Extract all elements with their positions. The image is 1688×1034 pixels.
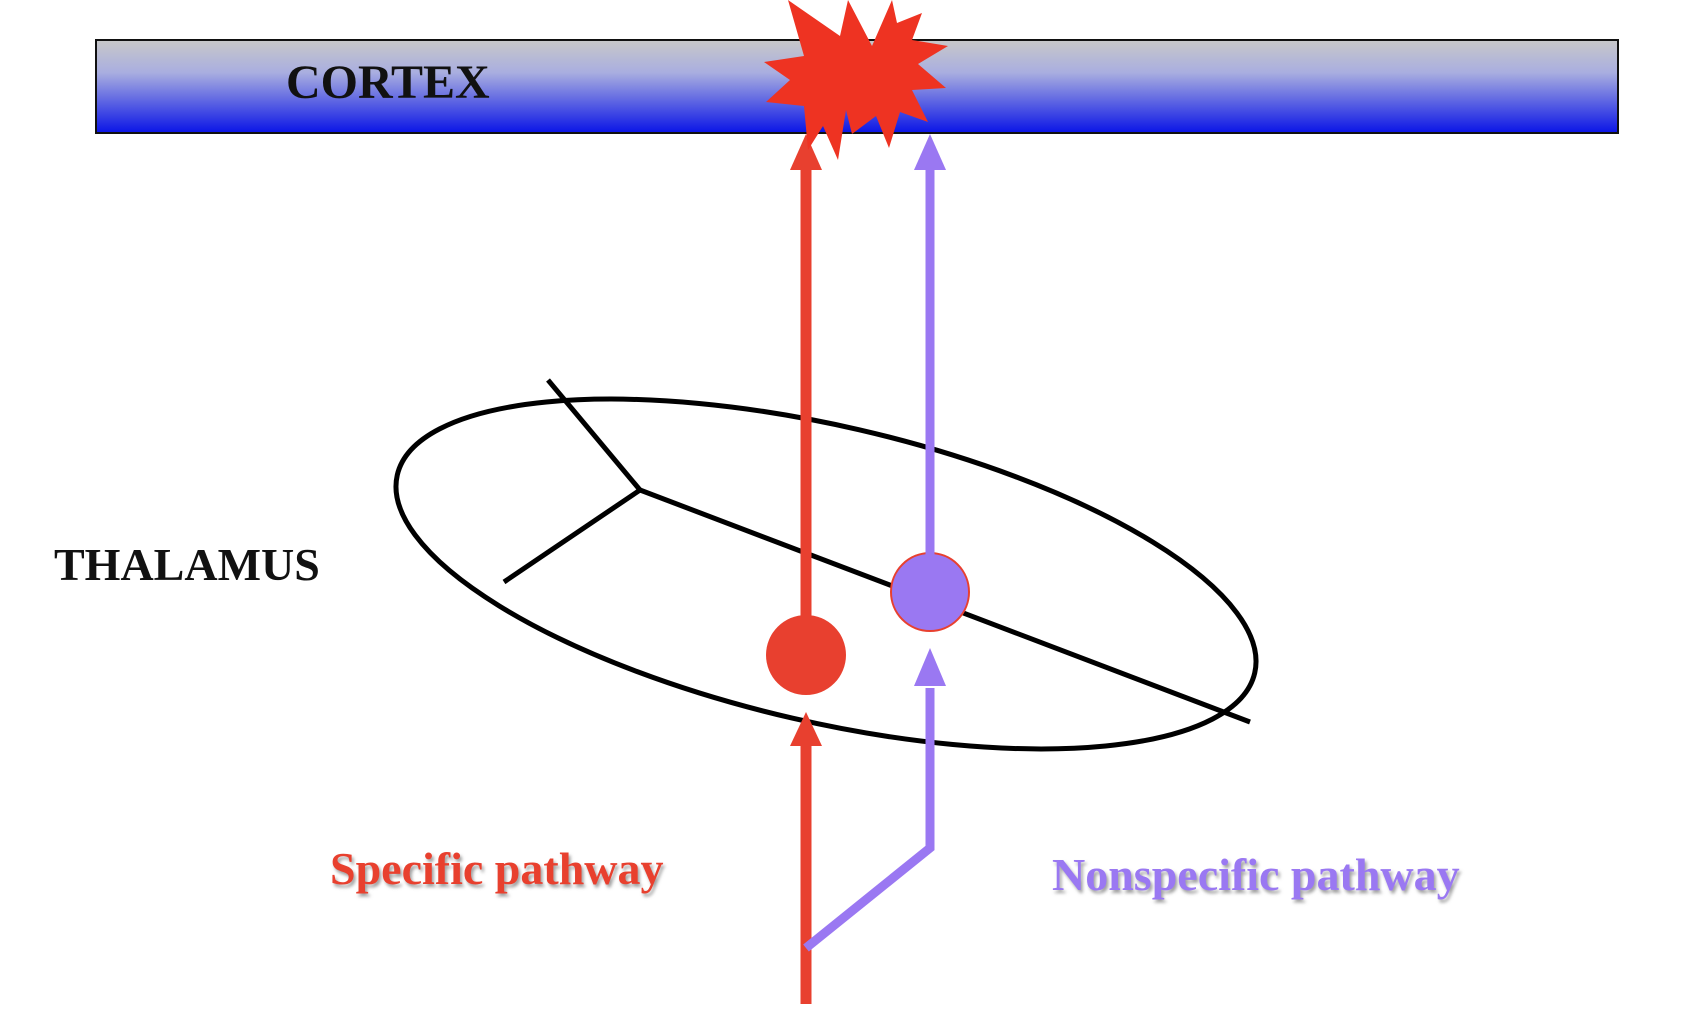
thalamus-outline <box>393 396 1259 752</box>
cortical-activation-burst-icon <box>764 0 948 160</box>
nonspecific-relay-neuron <box>890 552 970 632</box>
specific-output-arrowhead <box>790 134 822 170</box>
thalamus-division-lower <box>502 487 642 585</box>
thalamus-label: THALAMUS <box>54 539 320 590</box>
nonspecific-pathway <box>803 134 970 952</box>
nonspecific-branch-line <box>803 688 935 952</box>
specific-pathway <box>766 134 846 1004</box>
nonspecific-output-arrowhead <box>914 134 946 170</box>
cortex-label: CORTEX <box>286 56 490 109</box>
thalamus-division-upper <box>546 378 642 492</box>
specific-input-arrowhead <box>790 712 822 746</box>
nonspecific-pathway-label: Nonspecific pathway <box>1052 849 1460 900</box>
thalamus-structure <box>393 378 1259 752</box>
specific-relay-neuron <box>766 615 846 695</box>
specific-pathway-label: Specific pathway <box>330 843 664 894</box>
nonspecific-input-arrowhead <box>914 648 946 686</box>
